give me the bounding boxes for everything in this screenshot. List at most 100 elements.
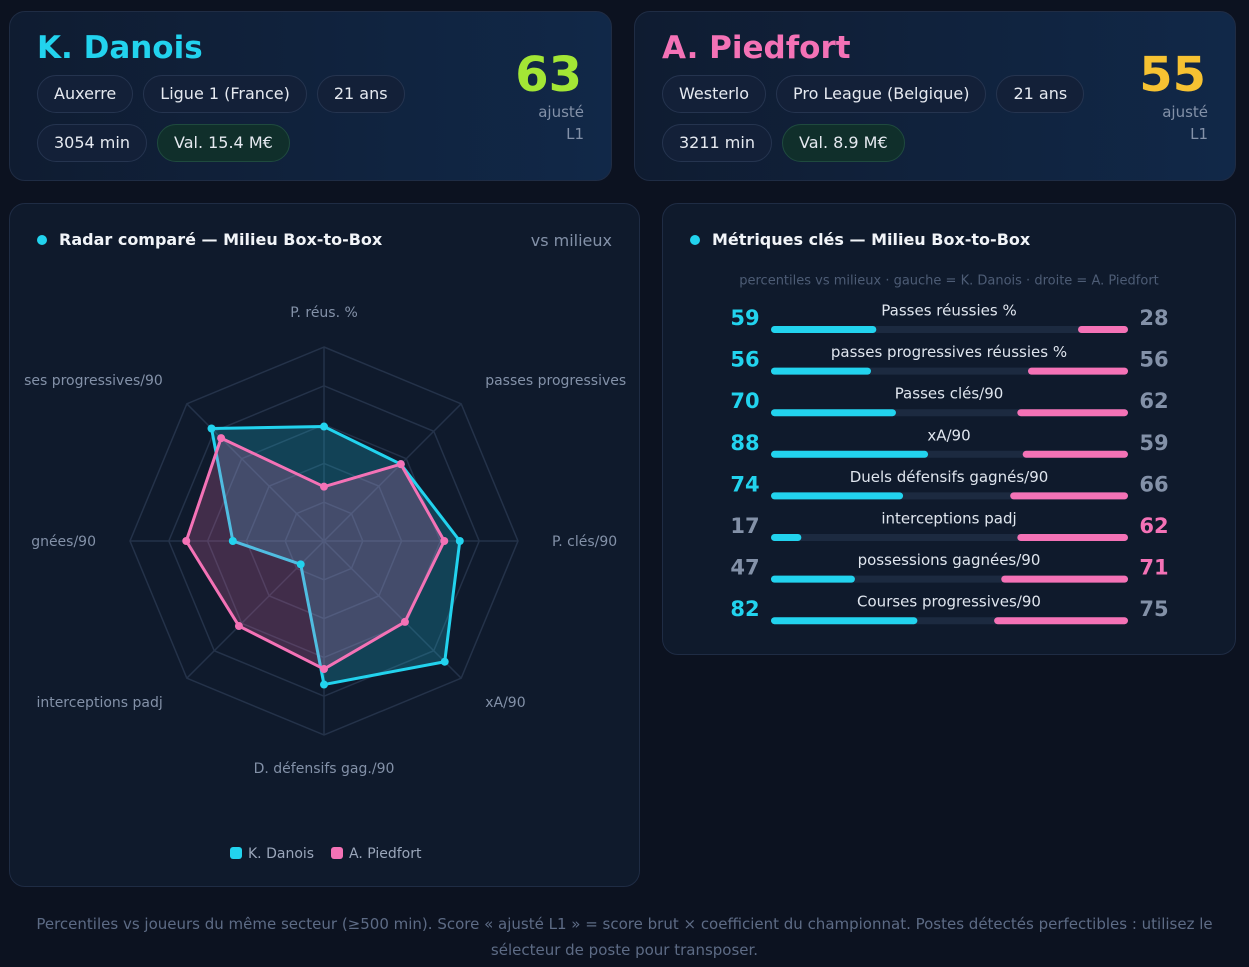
radar-point xyxy=(400,617,409,626)
radar-axis-label: D. défensifs gag./90 xyxy=(254,761,395,777)
radar-point xyxy=(320,482,328,491)
player-name: A. Piedfort xyxy=(662,30,851,66)
metric-bar-right xyxy=(1017,534,1128,541)
score: 63 xyxy=(515,47,582,103)
score-label: ajusté xyxy=(538,103,584,121)
metric-bar-right xyxy=(1001,575,1128,583)
metric-value-right: 62 xyxy=(1139,389,1168,413)
radar-spoke xyxy=(323,403,462,542)
radar-point xyxy=(207,424,216,433)
radar-point xyxy=(182,537,191,545)
metric-bar-left xyxy=(771,575,855,583)
radar-axis-label: ses progressives/90 xyxy=(24,373,163,389)
metrics-title: Métriques clés — Milieu Box-to-Box xyxy=(712,230,1031,249)
metric-value-left: 59 xyxy=(730,306,759,330)
metric-value-left: 17 xyxy=(730,514,759,538)
radar-point xyxy=(234,622,243,631)
score-sub: L1 xyxy=(1190,125,1208,143)
metrics-chart: percentiles vs milieux · gauche = K. Dan… xyxy=(730,274,1169,625)
player-card: K. Danois Auxerre Ligue 1 (France) 21 ans 30… xyxy=(9,11,612,181)
radar-point xyxy=(320,665,328,674)
radar-point xyxy=(455,537,464,545)
radar-axis-label: gnées/90 xyxy=(31,534,96,550)
footer: Percentiles vs joueurs du même secteur (… xyxy=(36,915,1213,959)
radar-point xyxy=(440,657,449,666)
metric-value-right: 66 xyxy=(1139,472,1168,496)
value-tag: Val. 8.9 M€ xyxy=(781,124,905,162)
metrics-card: Métriques clés — Milieu Box-to-Box perce… xyxy=(662,203,1236,655)
metric-bar-right xyxy=(994,617,1128,625)
metric-bar-left xyxy=(771,326,877,333)
radar-chart: P. réus. % passes progressives P. clés/90 x… xyxy=(24,305,626,862)
metric-bar-left xyxy=(771,617,918,625)
title-dot xyxy=(37,235,47,245)
metric-value-right: 75 xyxy=(1139,597,1168,621)
score-sub: L1 xyxy=(566,125,584,143)
player-card: A. Piedfort Westerlo Pro League (Belgique)… xyxy=(634,11,1236,181)
score-label: ajusté xyxy=(1162,103,1208,121)
legend-swatch xyxy=(230,847,242,859)
metric-label: xA/90 xyxy=(927,426,970,444)
radar-axis-label: xA/90 xyxy=(485,695,525,711)
tag: 21 ans xyxy=(316,75,405,113)
tag: 21 ans xyxy=(996,75,1085,113)
metric-value-left: 88 xyxy=(730,431,759,455)
radar-point xyxy=(320,680,328,689)
metric-value-right: 62 xyxy=(1139,514,1168,538)
metric-value-left: 74 xyxy=(730,472,759,496)
metric-value-left: 82 xyxy=(730,597,759,621)
metric-bar-left xyxy=(771,367,871,375)
radar-axis-label: P. clés/90 xyxy=(552,534,617,550)
metric-label: Passes clés/90 xyxy=(895,385,1004,403)
value-tag: Val. 15.4 M€ xyxy=(156,124,290,162)
score: 55 xyxy=(1139,47,1206,103)
radar-axis-label: P. réus. % xyxy=(290,305,358,321)
radar-point xyxy=(217,434,226,443)
tag: 3211 min xyxy=(662,124,772,162)
metric-label: Courses progressives/90 xyxy=(857,593,1041,611)
radar-point xyxy=(320,422,328,431)
tag-list: Westerlo Pro League (Belgique) 21 ans 3211 … xyxy=(662,75,1102,162)
radar-point xyxy=(228,537,237,545)
legend-label: A. Piedfort xyxy=(349,846,422,862)
metric-value-left: 56 xyxy=(730,348,759,372)
metric-bar-left xyxy=(771,492,904,500)
metric-bar-left xyxy=(771,534,802,541)
metric-value-right: 71 xyxy=(1139,556,1168,580)
tag: Ligue 1 (France) xyxy=(143,75,307,113)
metric-bar-left xyxy=(771,409,896,417)
metric-bar-right xyxy=(1017,409,1128,417)
radar-point xyxy=(396,460,405,469)
metrics-subtitle: percentiles vs milieux · gauche = K. Dan… xyxy=(739,274,1159,289)
metric-bar-right xyxy=(1022,450,1128,458)
radar-axis-label: interceptions padj xyxy=(36,695,162,711)
metric-label: possessions gagnées/90 xyxy=(858,551,1041,569)
metric-label: Passes réussies % xyxy=(881,302,1016,320)
metric-label: interceptions padj xyxy=(881,510,1016,528)
metric-bar-right xyxy=(1028,367,1128,375)
radar-point xyxy=(296,560,305,569)
metric-label: Duels défensifs gagnés/90 xyxy=(850,468,1049,486)
player-name: K. Danois xyxy=(37,30,203,66)
legend-label: K. Danois xyxy=(248,846,314,862)
radar-point xyxy=(440,537,449,545)
metric-bar-right xyxy=(1078,326,1128,333)
metric-bar-left xyxy=(771,450,929,458)
metric-value-right: 56 xyxy=(1139,348,1168,372)
metric-value-right: 28 xyxy=(1139,306,1168,330)
radar-title: Radar comparé — Milieu Box-to-Box xyxy=(59,230,383,249)
metric-bar-right xyxy=(1010,492,1128,500)
metric-label: passes progressives réussies % xyxy=(831,343,1067,361)
tag: Westerlo xyxy=(662,75,766,113)
tag: Auxerre xyxy=(37,75,134,113)
tag-list: Auxerre Ligue 1 (France) 21 ans 3054 min Val… xyxy=(37,75,477,162)
metric-value-left: 47 xyxy=(730,556,759,580)
tag: Pro League (Belgique) xyxy=(776,75,987,113)
metric-value-right: 59 xyxy=(1139,431,1168,455)
radar-axis-label: passes progressives xyxy=(485,373,626,389)
tag: 3054 min xyxy=(37,124,147,162)
metric-value-left: 70 xyxy=(730,389,759,413)
legend-swatch xyxy=(331,847,343,859)
title-dot xyxy=(690,235,700,245)
